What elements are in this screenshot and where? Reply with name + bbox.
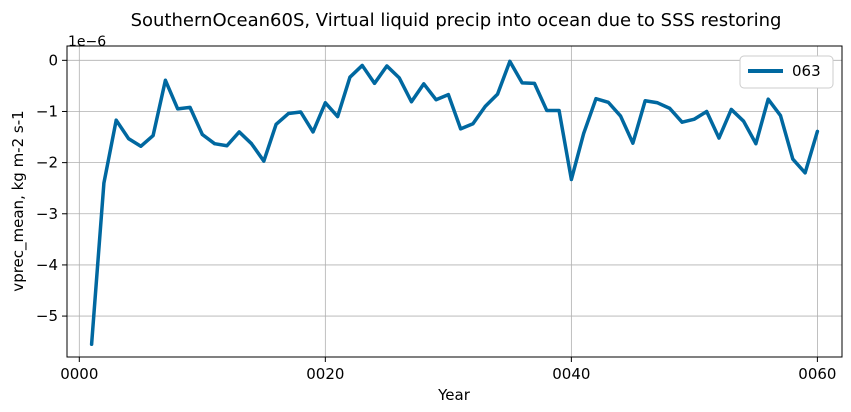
data-point <box>594 97 598 101</box>
data-point <box>471 122 475 126</box>
data-point <box>508 59 512 63</box>
data-point <box>373 81 377 85</box>
data-point <box>336 115 340 119</box>
data-point <box>422 82 426 86</box>
y-axis-label: vprec_mean, kg m-2 s-1 <box>9 110 28 291</box>
data-point <box>606 100 610 104</box>
plot-series <box>89 59 820 346</box>
x-axis-label: Year <box>437 386 471 404</box>
data-point <box>619 114 623 118</box>
x-ticks: 0000 0020 0040 0060 <box>60 357 836 383</box>
data-point <box>569 178 573 182</box>
data-point <box>102 181 106 185</box>
data-point <box>225 144 229 148</box>
data-point <box>90 342 94 346</box>
data-point <box>151 134 155 138</box>
y-ticks: 0 −1 −2 −3 −4 −5 <box>36 51 67 325</box>
data-point <box>348 75 352 79</box>
data-point <box>680 120 684 124</box>
data-point <box>557 108 561 112</box>
data-point <box>237 130 241 134</box>
data-point <box>692 117 696 121</box>
data-point <box>213 142 217 146</box>
data-point <box>139 144 143 148</box>
grid-lines <box>67 46 842 357</box>
data-point <box>754 142 758 146</box>
y-tick-label: −3 <box>36 205 58 223</box>
x-tick-label: 0020 <box>306 365 344 383</box>
data-point <box>176 107 180 111</box>
data-point <box>643 99 647 103</box>
data-point <box>791 157 795 161</box>
y-tick-label: −2 <box>36 154 58 172</box>
data-point <box>705 109 709 113</box>
series-line-063 <box>89 59 820 346</box>
data-point <box>803 171 807 175</box>
legend-box <box>739 55 834 89</box>
legend: 063 <box>739 55 834 89</box>
data-point <box>163 78 167 82</box>
data-point <box>360 63 364 67</box>
y-tick-label: 0 <box>48 51 58 69</box>
data-point <box>397 76 401 80</box>
data-point <box>262 159 266 163</box>
data-point <box>545 108 549 112</box>
data-point <box>483 104 487 108</box>
data-point <box>582 131 586 135</box>
data-point <box>655 101 659 105</box>
data-point <box>778 114 782 118</box>
data-point <box>311 130 315 134</box>
y-tick-label: −4 <box>36 256 58 274</box>
x-tick-label: 0000 <box>60 365 98 383</box>
data-point <box>815 129 819 133</box>
y-tick-label: −5 <box>36 307 58 325</box>
y-tick-label: −1 <box>36 102 58 120</box>
data-point <box>188 105 192 109</box>
data-point <box>299 110 303 114</box>
data-point <box>668 106 672 110</box>
plot-area-frame <box>66 45 843 358</box>
data-point <box>323 101 327 105</box>
y-offset-text: 1e−6 <box>68 34 106 50</box>
data-point <box>446 93 450 97</box>
data-point <box>631 141 635 145</box>
data-point <box>717 136 721 140</box>
x-tick-label: 0040 <box>552 365 590 383</box>
data-point <box>729 107 733 111</box>
data-point <box>200 132 204 136</box>
data-point <box>250 142 254 146</box>
data-point <box>742 119 746 123</box>
data-point <box>520 81 524 85</box>
chart-title: SouthernOcean60S, Virtual liquid precip … <box>131 10 782 31</box>
legend-label: 063 <box>792 62 821 80</box>
data-point <box>409 100 413 104</box>
data-point <box>496 92 500 96</box>
data-point <box>766 97 770 101</box>
data-point <box>274 122 278 126</box>
data-point <box>114 118 118 122</box>
data-point <box>385 64 389 68</box>
data-point <box>434 98 438 102</box>
x-tick-label: 0060 <box>798 365 836 383</box>
data-point <box>459 127 463 131</box>
data-point <box>532 81 536 85</box>
data-point <box>286 112 290 116</box>
data-point <box>127 137 131 141</box>
